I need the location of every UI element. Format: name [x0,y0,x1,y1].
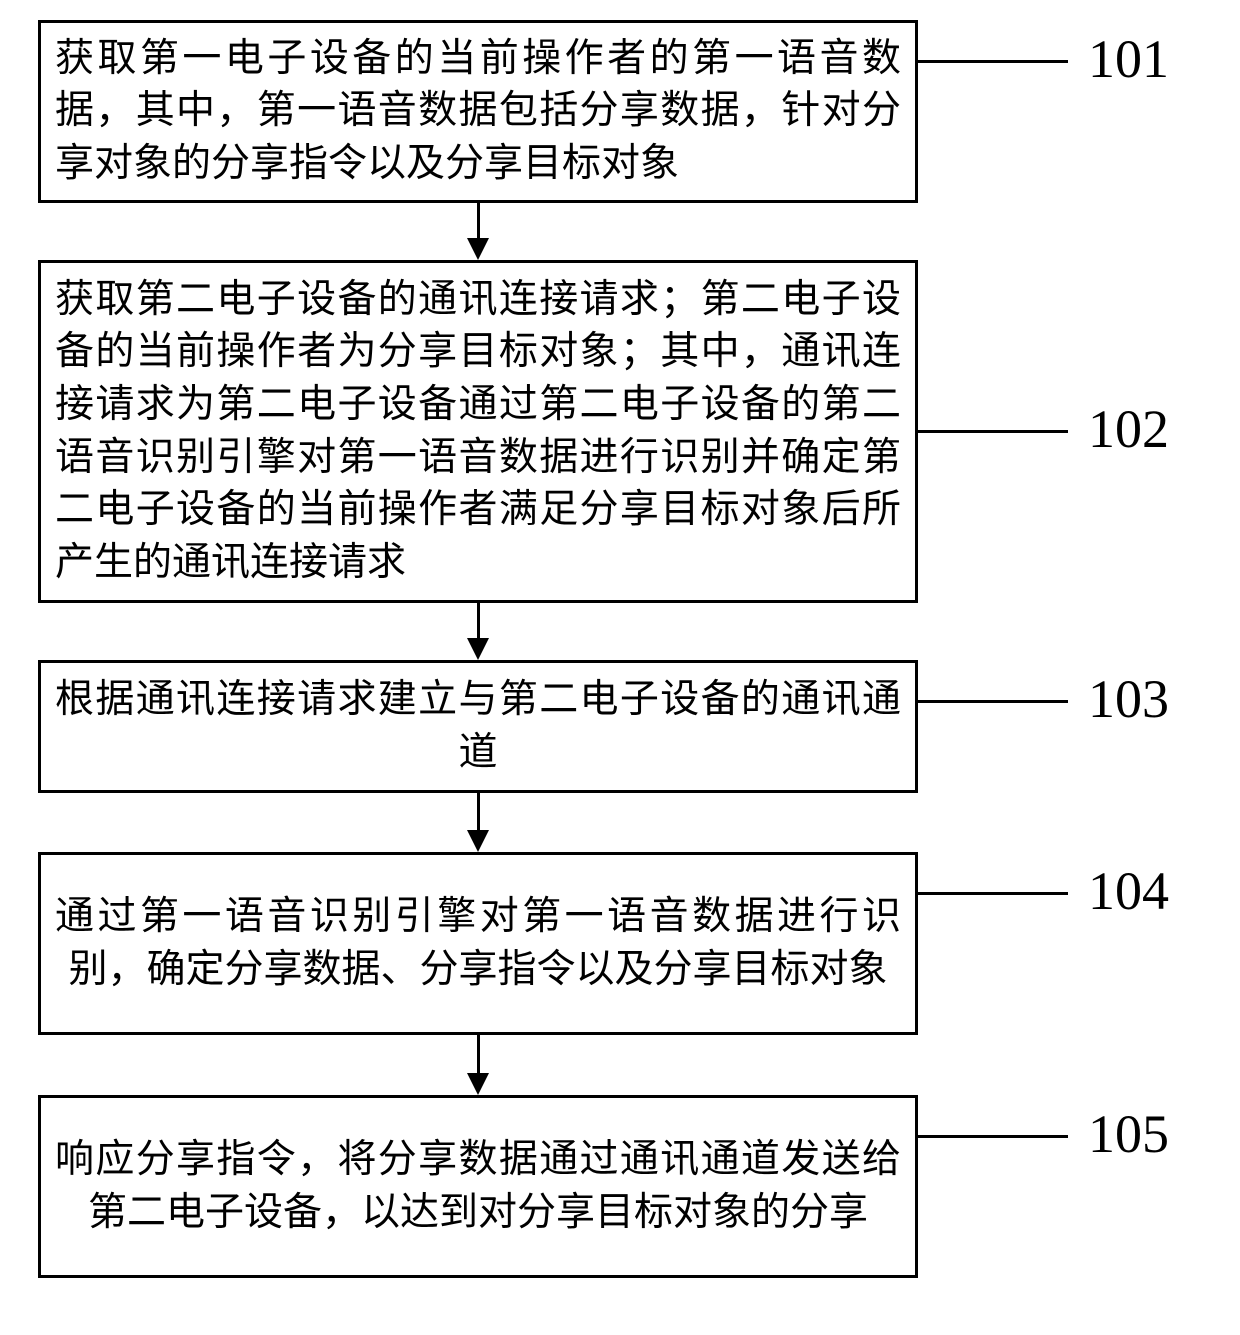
flow-step-text: 获取第二电子设备的通讯连接请求；第二电子设备的当前操作者为分享目标对象；其中，通… [55,274,901,590]
arrow-head-icon [467,238,489,260]
lead-line [918,700,1068,703]
step-number-label: 103 [1088,668,1169,730]
flow-step-5: 响应分享指令，将分享数据通过通讯通道发送给第二电子设备，以达到对分享目标对象的分… [38,1095,918,1278]
arrow-head-icon [467,1073,489,1095]
flow-step-1: 获取第一电子设备的当前操作者的第一语音数据，其中，第一语音数据包括分享数据，针对… [38,20,918,203]
step-number-label: 101 [1088,28,1169,90]
step-number-label: 102 [1088,398,1169,460]
lead-line [918,1135,1068,1138]
arrow-head-icon [467,638,489,660]
arrow-line [477,203,480,238]
flowchart-canvas: 获取第一电子设备的当前操作者的第一语音数据，其中，第一语音数据包括分享数据，针对… [0,0,1240,1335]
flow-step-2: 获取第二电子设备的通讯连接请求；第二电子设备的当前操作者为分享目标对象；其中，通… [38,260,918,603]
arrow-line [477,793,480,830]
flow-step-4: 通过第一语音识别引擎对第一语音数据进行识别，确定分享数据、分享指令以及分享目标对… [38,852,918,1035]
step-number-label: 105 [1088,1103,1169,1165]
flow-step-text: 获取第一电子设备的当前操作者的第一语音数据，其中，第一语音数据包括分享数据，针对… [55,33,901,191]
step-number-label: 104 [1088,860,1169,922]
flow-step-text: 通过第一语音识别引擎对第一语音数据进行识别，确定分享数据、分享指令以及分享目标对… [55,891,901,996]
flow-step-text: 根据通讯连接请求建立与第二电子设备的通讯通道 [55,674,901,779]
lead-line [918,60,1068,63]
flow-step-3: 根据通讯连接请求建立与第二电子设备的通讯通道 [38,660,918,793]
lead-line [918,892,1068,895]
arrow-line [477,1035,480,1073]
arrow-head-icon [467,830,489,852]
flow-step-text: 响应分享指令，将分享数据通过通讯通道发送给第二电子设备，以达到对分享目标对象的分… [55,1134,901,1239]
lead-line [918,430,1068,433]
arrow-line [477,603,480,638]
